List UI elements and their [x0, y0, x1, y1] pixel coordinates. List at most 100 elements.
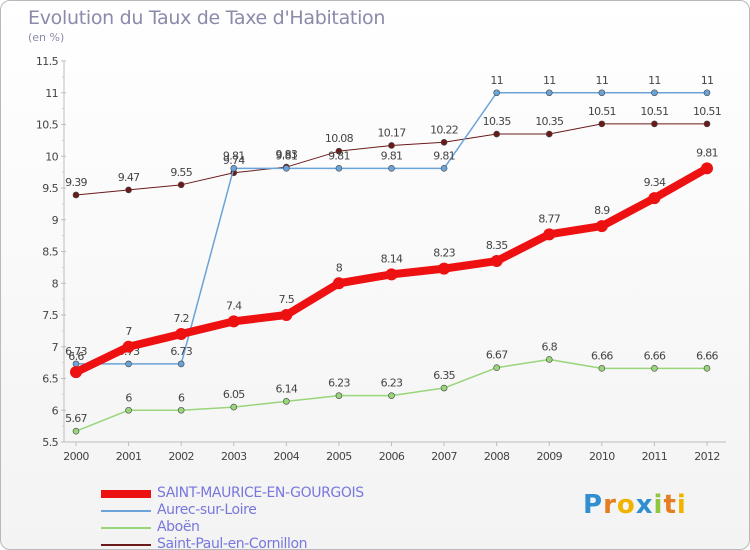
data-label: 6.73	[170, 345, 192, 358]
data-label: 9.81	[223, 149, 245, 162]
data-point	[438, 262, 451, 275]
data-point	[388, 392, 395, 399]
legend-item: Aurec-sur-Loire	[101, 502, 501, 519]
data-label: 11	[490, 74, 503, 87]
y-tick-label: 10	[45, 150, 58, 163]
x-tick-label: 2008	[484, 450, 510, 463]
data-point	[595, 220, 608, 233]
y-tick-label: 6	[52, 404, 59, 417]
y-tick-label: 9	[52, 214, 59, 227]
x-tick-label: 2006	[379, 450, 405, 463]
data-label: 5.67	[65, 412, 87, 425]
data-point	[493, 89, 500, 97]
data-label: 9.81	[328, 149, 350, 162]
data-label: 7	[125, 325, 132, 338]
data-point	[177, 360, 185, 368]
data-point	[72, 191, 80, 199]
data-label: 6.73	[65, 345, 87, 358]
x-tick-label: 2000	[63, 450, 89, 463]
data-label: 6.8	[542, 340, 558, 353]
data-label: 9.39	[65, 176, 87, 189]
data-label: 6.66	[591, 349, 613, 362]
y-tick-label: 11.5	[36, 55, 59, 68]
data-point	[651, 89, 658, 97]
logo-letter: t	[663, 490, 677, 520]
data-point	[440, 165, 448, 172]
data-point	[70, 366, 82, 379]
data-label: 6.6	[68, 350, 84, 363]
data-label: 10.17	[378, 126, 407, 139]
x-tick-label: 2005	[326, 450, 352, 463]
data-point	[177, 181, 185, 189]
data-label: 11	[701, 74, 714, 87]
data-label: 10.08	[325, 132, 354, 145]
data-label: 6	[178, 391, 185, 404]
logo-letter: i	[653, 490, 664, 520]
y-tick-label: 8.5	[42, 246, 58, 259]
data-point	[493, 130, 500, 138]
data-point	[230, 165, 238, 172]
data-label: 6.35	[433, 369, 455, 382]
data-label: 9.81	[696, 146, 718, 159]
data-point	[440, 138, 448, 146]
logo-letter: P	[583, 490, 604, 520]
data-label: 8.77	[538, 212, 560, 225]
data-point	[230, 403, 238, 411]
data-point	[125, 186, 132, 194]
data-point	[388, 165, 395, 172]
y-tick-label: 8	[52, 277, 59, 290]
data-point	[335, 165, 343, 172]
legend-item: Saint-Paul-en-Cornillon	[101, 536, 501, 550]
legend-swatch	[101, 490, 151, 498]
data-label: 9.55	[170, 166, 192, 179]
data-label: 10.22	[430, 123, 458, 136]
data-label: 6.23	[381, 377, 403, 390]
legend-label: Aboën	[157, 519, 200, 535]
data-point	[175, 328, 188, 341]
data-label: 9.34	[644, 176, 666, 189]
data-point	[177, 406, 185, 414]
data-label: 10.35	[483, 115, 512, 128]
legend-label: Saint-Paul-en-Cornillon	[157, 536, 308, 550]
data-label: 6.67	[486, 349, 508, 362]
data-label: 7.4	[226, 299, 242, 312]
data-label: 10.35	[535, 115, 564, 128]
legend: SAINT-MAURICE-EN-GOURGOIS Aurec-sur-Loir…	[101, 485, 501, 550]
data-label: 6.66	[696, 349, 718, 362]
data-label: 7.5	[279, 293, 295, 306]
data-label: 10.51	[588, 105, 616, 118]
data-label: 11	[543, 74, 556, 87]
legend-swatch	[101, 544, 151, 546]
legend-label: Aurec-sur-Loire	[157, 502, 257, 518]
data-point	[335, 147, 343, 155]
x-tick-label: 2012	[694, 450, 720, 463]
data-point	[72, 427, 80, 435]
data-point	[703, 89, 711, 97]
data-point	[651, 120, 658, 128]
data-label: 9.81	[381, 149, 403, 162]
data-label: 7.2	[173, 312, 188, 325]
y-tick-label: 5.5	[42, 436, 58, 449]
y-tick-label: 7.5	[42, 309, 58, 322]
data-label: 9.81	[433, 149, 455, 162]
data-label: 10.51	[693, 105, 721, 118]
data-label: 8.23	[433, 247, 455, 260]
data-point	[440, 384, 448, 392]
data-point	[125, 406, 132, 414]
data-point	[545, 130, 553, 138]
data-point	[493, 364, 500, 372]
legend-swatch	[101, 527, 151, 529]
data-point	[227, 315, 240, 328]
data-point	[598, 89, 606, 97]
data-point	[703, 365, 711, 372]
logo-letter: x	[635, 490, 654, 520]
data-point	[283, 398, 290, 405]
x-tick-label: 2001	[116, 450, 142, 463]
x-tick-label: 2010	[589, 450, 615, 463]
data-point	[385, 268, 398, 281]
data-point	[701, 162, 713, 175]
logo-letter: o	[616, 490, 636, 520]
logo-letter: i	[676, 490, 687, 520]
data-point	[283, 165, 290, 172]
